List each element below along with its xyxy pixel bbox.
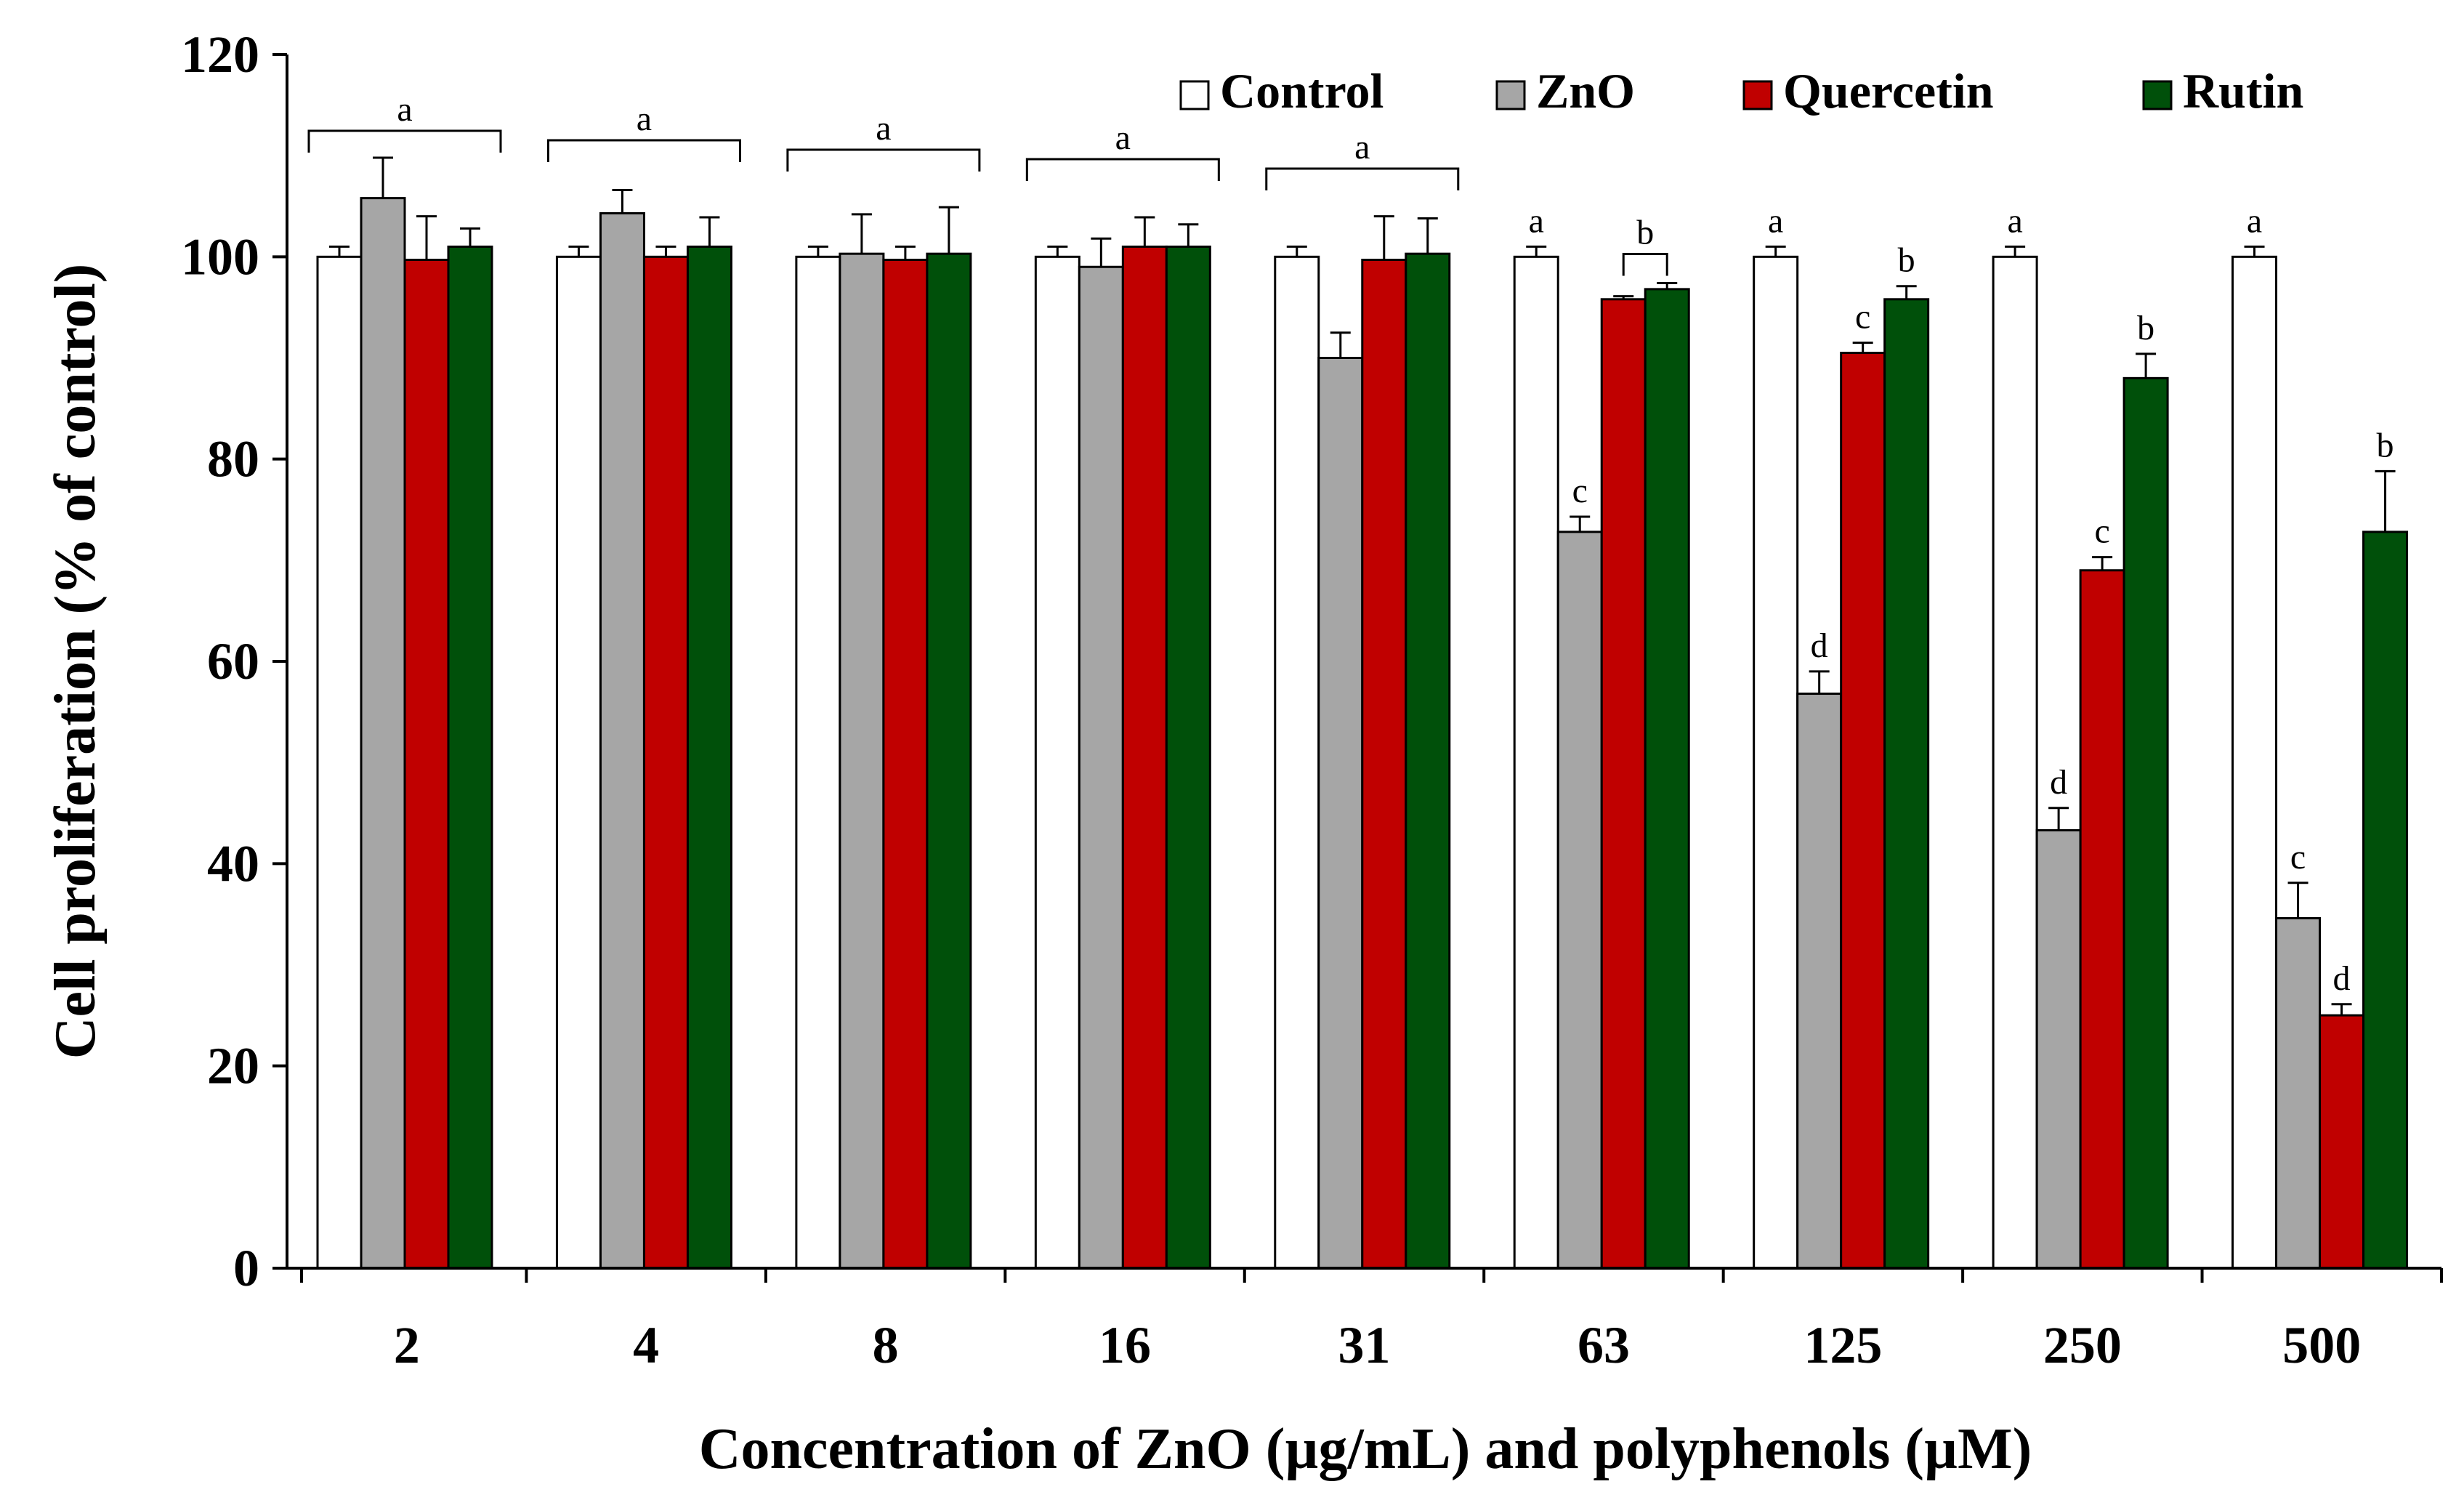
y-tick-label: 0 bbox=[233, 1239, 259, 1297]
bar-control-16 bbox=[1034, 255, 1080, 1270]
bar-rutin-2 bbox=[447, 245, 493, 1270]
bar-rutin-16 bbox=[1165, 245, 1211, 1270]
y-tick-label: 60 bbox=[207, 632, 259, 690]
significance-bracket-16 bbox=[1025, 158, 1220, 181]
bars-layer bbox=[316, 197, 2409, 1270]
legend-label-rutin: Rutin bbox=[2183, 63, 2303, 118]
bar-control-500 bbox=[2231, 255, 2278, 1270]
y-tick-label: 40 bbox=[207, 834, 259, 892]
x-tick-label: 8 bbox=[873, 1316, 899, 1374]
significance-letter: d bbox=[2050, 763, 2067, 802]
significance-letter: a bbox=[1768, 201, 1783, 240]
significance-letter: a bbox=[2247, 201, 2262, 240]
y-tick-label: 80 bbox=[207, 430, 259, 488]
bar-quercetin-2 bbox=[403, 259, 450, 1270]
significance-letter: a bbox=[2007, 201, 2022, 240]
significance-letter: a bbox=[1354, 128, 1370, 166]
significance-letter: c bbox=[2290, 838, 2306, 876]
significance-letter: b bbox=[1636, 214, 1654, 252]
bar-rutin-31 bbox=[1405, 252, 1451, 1270]
bar-quercetin-16 bbox=[1121, 245, 1168, 1270]
significance-letter: a bbox=[1115, 118, 1131, 157]
significance-letter: a bbox=[637, 100, 652, 138]
significance-letter: b bbox=[2377, 426, 2394, 464]
significance-bracket-8 bbox=[786, 148, 981, 172]
bar-control-8 bbox=[795, 255, 841, 1270]
bar-control-2 bbox=[316, 255, 363, 1270]
bar-control-4 bbox=[555, 255, 602, 1270]
x-tick-label: 16 bbox=[1099, 1316, 1151, 1374]
x-tick-label: 250 bbox=[2043, 1316, 2122, 1374]
error-bars-layer bbox=[329, 156, 2396, 1016]
legend-swatch-control bbox=[1179, 80, 1210, 110]
x-tick-label: 500 bbox=[2282, 1316, 2361, 1374]
significance-letter: c bbox=[1855, 298, 1870, 336]
significance-letter: a bbox=[397, 90, 412, 129]
significance-letter: d bbox=[1811, 626, 1828, 665]
bar-control-125 bbox=[1753, 255, 1799, 1270]
axes-layer: 0 20 40 60 80 100 120 2 4 8 16 31 63 125 250 500 bbox=[181, 25, 2443, 1374]
x-tick-label: 2 bbox=[394, 1316, 420, 1374]
significance-bracket-4 bbox=[546, 139, 741, 162]
significance-letter: b bbox=[1898, 241, 1915, 280]
bar-zno-4 bbox=[599, 211, 645, 1270]
bar-zno-16 bbox=[1078, 265, 1124, 1270]
significance-bracket-2 bbox=[307, 129, 502, 153]
x-tick-label: 31 bbox=[1338, 1316, 1391, 1374]
bar-quercetin-31 bbox=[1361, 259, 1407, 1270]
bar-rutin-500 bbox=[2362, 531, 2409, 1270]
y-tick-label: 20 bbox=[207, 1037, 259, 1095]
bar-zno-2 bbox=[360, 197, 406, 1270]
x-tick-label: 125 bbox=[1803, 1316, 1882, 1374]
bar-rutin-8 bbox=[926, 252, 972, 1270]
significance-letter: c bbox=[2094, 512, 2109, 551]
bar-control-31 bbox=[1274, 255, 1320, 1270]
bar-zno-8 bbox=[839, 252, 885, 1270]
legend-label-control: Control bbox=[1220, 63, 1384, 118]
significance-bracket-31 bbox=[1265, 167, 1460, 190]
bar-rutin-125 bbox=[1883, 298, 1930, 1270]
bar-quercetin-63 bbox=[1600, 298, 1647, 1270]
bar-rutin-4 bbox=[686, 245, 732, 1270]
y-tick-label: 100 bbox=[181, 227, 259, 286]
significance-letter: d bbox=[2333, 959, 2351, 998]
bar-zno-250 bbox=[2035, 828, 2082, 1270]
legend: Control ZnO Quercetin Rutin bbox=[1179, 63, 2303, 118]
y-tick-label: 120 bbox=[181, 25, 259, 84]
bar-zno-63 bbox=[1556, 531, 1603, 1270]
legend-swatch-zno bbox=[1495, 80, 1526, 110]
legend-label-quercetin: Quercetin bbox=[1783, 63, 1994, 118]
bar-quercetin-250 bbox=[2079, 569, 2125, 1270]
bar-rutin-63 bbox=[1644, 288, 1690, 1270]
bar-quercetin-4 bbox=[642, 255, 689, 1270]
bar-control-250 bbox=[1992, 255, 2038, 1270]
bar-control-63 bbox=[1513, 255, 1559, 1270]
x-tick-label: 4 bbox=[633, 1316, 659, 1374]
significance-letter: a bbox=[876, 109, 891, 148]
bar-zno-125 bbox=[1796, 693, 1843, 1270]
bar-zno-500 bbox=[2275, 916, 2322, 1270]
x-tick-label: 63 bbox=[1578, 1316, 1630, 1374]
bar-zno-31 bbox=[1317, 357, 1364, 1270]
legend-swatch-rutin bbox=[2142, 80, 2173, 110]
significance-bracket-63 bbox=[1622, 253, 1668, 276]
x-axis-title: Concentration of ZnO (µg/mL) and polyphe… bbox=[699, 1417, 2032, 1481]
significance-letter: c bbox=[1572, 472, 1588, 510]
bar-quercetin-8 bbox=[882, 259, 929, 1270]
y-axis-title: Cell proliferation (% of control) bbox=[44, 264, 108, 1060]
significance-letter: a bbox=[1529, 201, 1544, 240]
bar-rutin-250 bbox=[2122, 376, 2169, 1270]
bar-quercetin-500 bbox=[2319, 1014, 2365, 1270]
legend-label-zno: ZnO bbox=[1536, 63, 1635, 118]
bar-quercetin-125 bbox=[1840, 352, 1886, 1270]
significance-letter: b bbox=[2137, 309, 2154, 347]
legend-swatch-quercetin bbox=[1742, 80, 1773, 110]
